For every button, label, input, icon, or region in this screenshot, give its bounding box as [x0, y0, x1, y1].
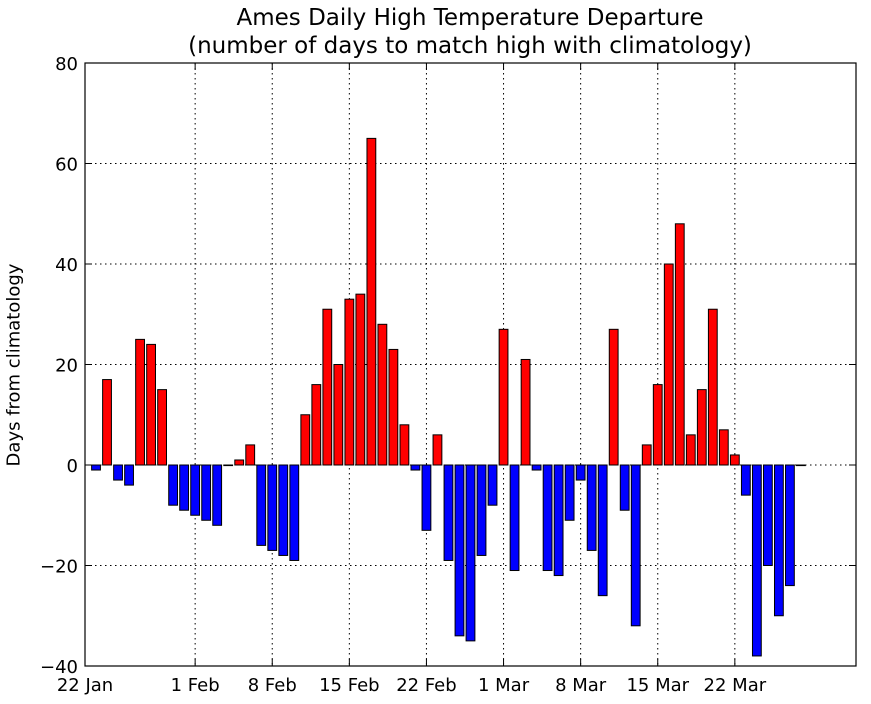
bar: [355, 293, 366, 466]
bar: [399, 424, 410, 466]
bar: [608, 328, 619, 466]
bars: [91, 137, 806, 657]
x-tick-label: 22 Feb: [396, 675, 457, 696]
bar: [245, 444, 256, 466]
bar: [311, 384, 322, 466]
bar: [102, 379, 112, 466]
bar: [212, 464, 223, 526]
bar: [223, 464, 234, 467]
bar: [432, 434, 443, 466]
bar: [586, 464, 597, 551]
bar: [278, 464, 289, 556]
x-tick-label: 8 Feb: [248, 675, 297, 696]
ticks: −40 −20 0 20 40 60 80 22 Jan 1 Feb 8 Feb 15 Feb 22 …: [40, 54, 856, 696]
bar: [696, 389, 707, 466]
bar: [553, 464, 564, 577]
bar: [267, 464, 278, 551]
bar: [443, 464, 454, 561]
y-tick-label: 20: [55, 356, 78, 377]
bar: [498, 328, 509, 466]
bar: [785, 464, 795, 587]
bar: [718, 429, 729, 466]
bar: [366, 137, 377, 466]
bar: [751, 464, 762, 657]
x-tick-label: 1 Feb: [171, 675, 220, 696]
bar: [564, 464, 575, 521]
bar: [630, 464, 641, 627]
bar: [410, 464, 421, 471]
bar: [388, 348, 399, 466]
bar: [256, 464, 267, 546]
bar: [113, 464, 123, 481]
chart-subtitle: (number of days to match high with clima…: [188, 33, 752, 59]
bar: [168, 464, 179, 506]
bar: [91, 464, 101, 471]
bar: [685, 434, 696, 466]
bar: [597, 464, 608, 597]
bar: [641, 444, 652, 466]
bar: [201, 464, 212, 521]
bar: [300, 414, 311, 466]
bar: [157, 389, 168, 466]
y-tick-label: −20: [40, 557, 78, 578]
bar: [729, 454, 740, 466]
bar: [465, 464, 476, 642]
bar: [344, 298, 355, 466]
bar: [476, 464, 487, 556]
bar: [707, 308, 718, 466]
bar: [520, 358, 531, 466]
bar: [179, 464, 190, 511]
bar: [377, 323, 388, 466]
bar: [663, 263, 674, 466]
x-tick-label: 8 Mar: [555, 675, 607, 696]
bar: [289, 464, 300, 561]
bar: [135, 338, 145, 466]
y-axis-label: Days from climatology: [3, 263, 25, 467]
x-tick-label: 15 Feb: [319, 675, 380, 696]
bar: [575, 464, 586, 481]
bar: [234, 459, 245, 466]
bar: [740, 464, 751, 496]
bar: [146, 343, 156, 466]
bar: [509, 464, 520, 572]
bar: [322, 308, 333, 466]
x-tick-label: 22 Mar: [704, 675, 767, 696]
y-tick-label: 80: [55, 54, 78, 75]
bar: [487, 464, 498, 506]
bar: [542, 464, 553, 572]
bar: [124, 464, 134, 486]
x-tick-label: 15 Mar: [626, 675, 689, 696]
bar: [796, 464, 806, 467]
bar: [190, 464, 201, 516]
y-tick-label: 40: [55, 255, 78, 276]
bar: [652, 384, 663, 466]
chart-title: Ames Daily High Temperature Departure: [236, 5, 704, 31]
bar: [619, 464, 630, 511]
bar: [773, 464, 784, 617]
bar: [421, 464, 432, 531]
x-tick-label: 22 Jan: [57, 675, 113, 696]
y-tick-label: 0: [67, 456, 78, 477]
y-tick-label: −40: [40, 657, 78, 678]
x-tick-label: 1 Mar: [478, 675, 530, 696]
bar: [762, 464, 773, 566]
bar: [454, 464, 465, 637]
bar: [674, 223, 685, 466]
bar: [531, 464, 542, 471]
y-tick-label: 60: [55, 155, 78, 176]
bar: [333, 364, 344, 466]
